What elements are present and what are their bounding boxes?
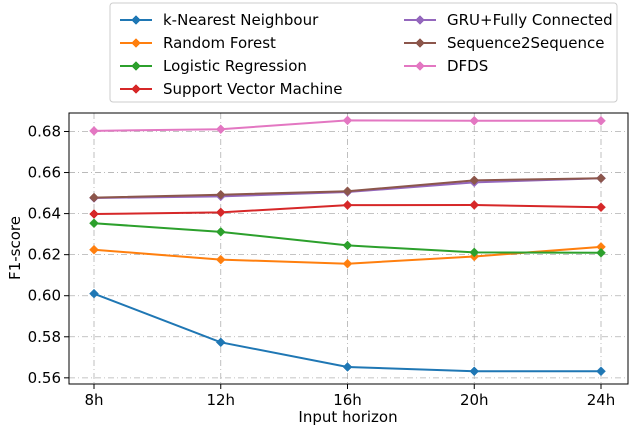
y-tick-label: 0.62 xyxy=(28,246,61,264)
legend-item: Sequence2Sequence xyxy=(404,34,605,52)
x-tick-label: 24h xyxy=(587,391,616,409)
legend-item: Logistic Regression xyxy=(120,57,307,75)
x-axis-title: Input horizon xyxy=(298,408,397,426)
legend-marker xyxy=(415,38,425,48)
data-point xyxy=(89,218,99,229)
legend-item: k-Nearest Neighbour xyxy=(120,11,319,29)
data-point xyxy=(215,227,226,237)
x-tick-label: 20h xyxy=(460,391,489,409)
data-point xyxy=(215,337,226,348)
data-point xyxy=(596,173,606,184)
legend: k-Nearest Neighbour Random Forest Logistic… xyxy=(109,2,618,103)
data-point xyxy=(596,366,606,377)
data-point xyxy=(342,258,353,269)
y-axis-title: F1-score xyxy=(6,216,24,280)
plot-frame xyxy=(68,112,629,385)
data-point xyxy=(89,192,99,203)
legend-label: Support Vector Machine xyxy=(163,80,342,98)
data-point xyxy=(342,240,353,251)
data-point xyxy=(469,175,480,186)
legend-marker xyxy=(131,38,141,48)
data-point xyxy=(342,186,353,197)
legend-marker xyxy=(131,84,141,94)
series-line xyxy=(93,292,601,373)
data-point xyxy=(215,254,226,265)
series-sequence2sequence xyxy=(89,173,606,203)
series-layer xyxy=(89,115,606,377)
legend-item: GRU+Fully Connected xyxy=(404,11,613,29)
legend-label: GRU+Fully Connected xyxy=(447,11,613,29)
data-point xyxy=(89,209,99,219)
data-point xyxy=(215,189,226,200)
series-logistic-regression xyxy=(89,218,606,258)
y-axis: 0.56 0.58 0.60 0.62 0.64 0.66 0.68 xyxy=(28,122,69,387)
data-point xyxy=(89,244,99,255)
series-k-nearest-neighbour xyxy=(89,288,606,377)
legend-marker xyxy=(415,61,425,71)
data-point xyxy=(596,202,606,213)
x-tick-label: 8h xyxy=(84,391,103,409)
data-point xyxy=(596,115,606,126)
legend-marker xyxy=(131,15,141,25)
data-point xyxy=(469,366,480,377)
x-tick-label: 12h xyxy=(206,391,235,409)
legend-label: Random Forest xyxy=(163,34,276,52)
data-point xyxy=(215,207,226,218)
legend-label: Logistic Regression xyxy=(163,57,307,75)
data-point xyxy=(89,126,99,136)
data-point xyxy=(342,362,353,372)
x-axis: 8h 12h 16h 20h 24h xyxy=(84,384,615,409)
y-tick-label: 0.64 xyxy=(28,205,61,223)
legend-item: Random Forest xyxy=(120,34,276,52)
data-point xyxy=(215,124,226,135)
legend-label: Sequence2Sequence xyxy=(447,34,605,52)
data-point xyxy=(342,115,353,126)
series-support-vector-machine xyxy=(89,200,606,219)
y-tick-label: 0.56 xyxy=(28,369,61,387)
data-point xyxy=(596,247,606,258)
data-point xyxy=(89,288,99,299)
y-tick-label: 0.58 xyxy=(28,328,61,346)
legend-item: DFDS xyxy=(404,57,488,75)
legend-marker xyxy=(131,61,141,71)
data-point xyxy=(469,200,480,210)
legend-box xyxy=(109,2,618,103)
data-point xyxy=(342,200,353,211)
legend-label: DFDS xyxy=(447,57,488,75)
legend-marker xyxy=(415,15,425,25)
y-tick-label: 0.68 xyxy=(28,122,61,140)
y-tick-label: 0.60 xyxy=(28,287,61,305)
data-point xyxy=(469,247,480,258)
legend-label: k-Nearest Neighbour xyxy=(163,11,319,29)
series-dfds xyxy=(89,115,606,136)
data-point xyxy=(469,115,480,126)
y-tick-label: 0.66 xyxy=(28,164,61,182)
x-tick-label: 16h xyxy=(333,391,362,409)
legend-item: Support Vector Machine xyxy=(120,80,342,98)
